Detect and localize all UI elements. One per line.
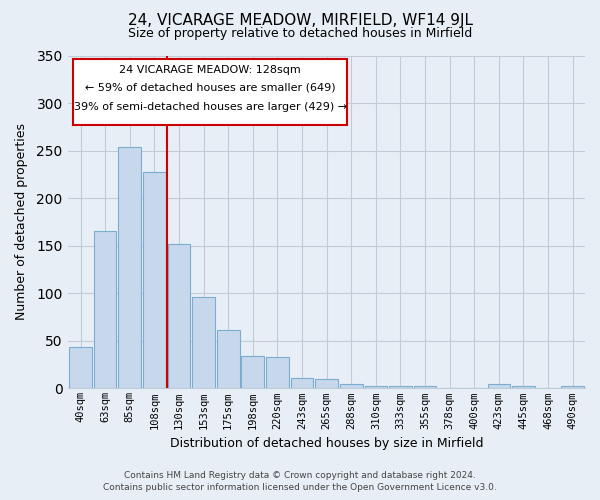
Bar: [167, 244, 190, 388]
Bar: [389, 386, 412, 388]
Bar: [562, 386, 584, 388]
Bar: [118, 147, 141, 388]
Bar: [414, 386, 436, 388]
Bar: [266, 357, 289, 388]
Text: 24 VICARAGE MEADOW: 128sqm: 24 VICARAGE MEADOW: 128sqm: [119, 66, 301, 76]
Bar: [316, 379, 338, 388]
Text: ← 59% of detached houses are smaller (649): ← 59% of detached houses are smaller (64…: [85, 82, 335, 92]
X-axis label: Distribution of detached houses by size in Mirfield: Distribution of detached houses by size …: [170, 437, 484, 450]
Bar: [512, 386, 535, 388]
Text: 39% of semi-detached houses are larger (429) →: 39% of semi-detached houses are larger (…: [74, 102, 347, 112]
Bar: [488, 384, 510, 388]
Bar: [143, 172, 166, 388]
Y-axis label: Number of detached properties: Number of detached properties: [15, 124, 28, 320]
Text: Contains HM Land Registry data © Crown copyright and database right 2024.
Contai: Contains HM Land Registry data © Crown c…: [103, 471, 497, 492]
FancyBboxPatch shape: [73, 59, 347, 126]
Bar: [365, 386, 387, 388]
Bar: [94, 232, 116, 388]
Text: 24, VICARAGE MEADOW, MIRFIELD, WF14 9JL: 24, VICARAGE MEADOW, MIRFIELD, WF14 9JL: [128, 12, 473, 28]
Bar: [241, 356, 264, 388]
Bar: [192, 297, 215, 388]
Text: Size of property relative to detached houses in Mirfield: Size of property relative to detached ho…: [128, 28, 472, 40]
Bar: [340, 384, 362, 388]
Bar: [291, 378, 313, 388]
Bar: [69, 346, 92, 389]
Bar: [217, 330, 239, 388]
